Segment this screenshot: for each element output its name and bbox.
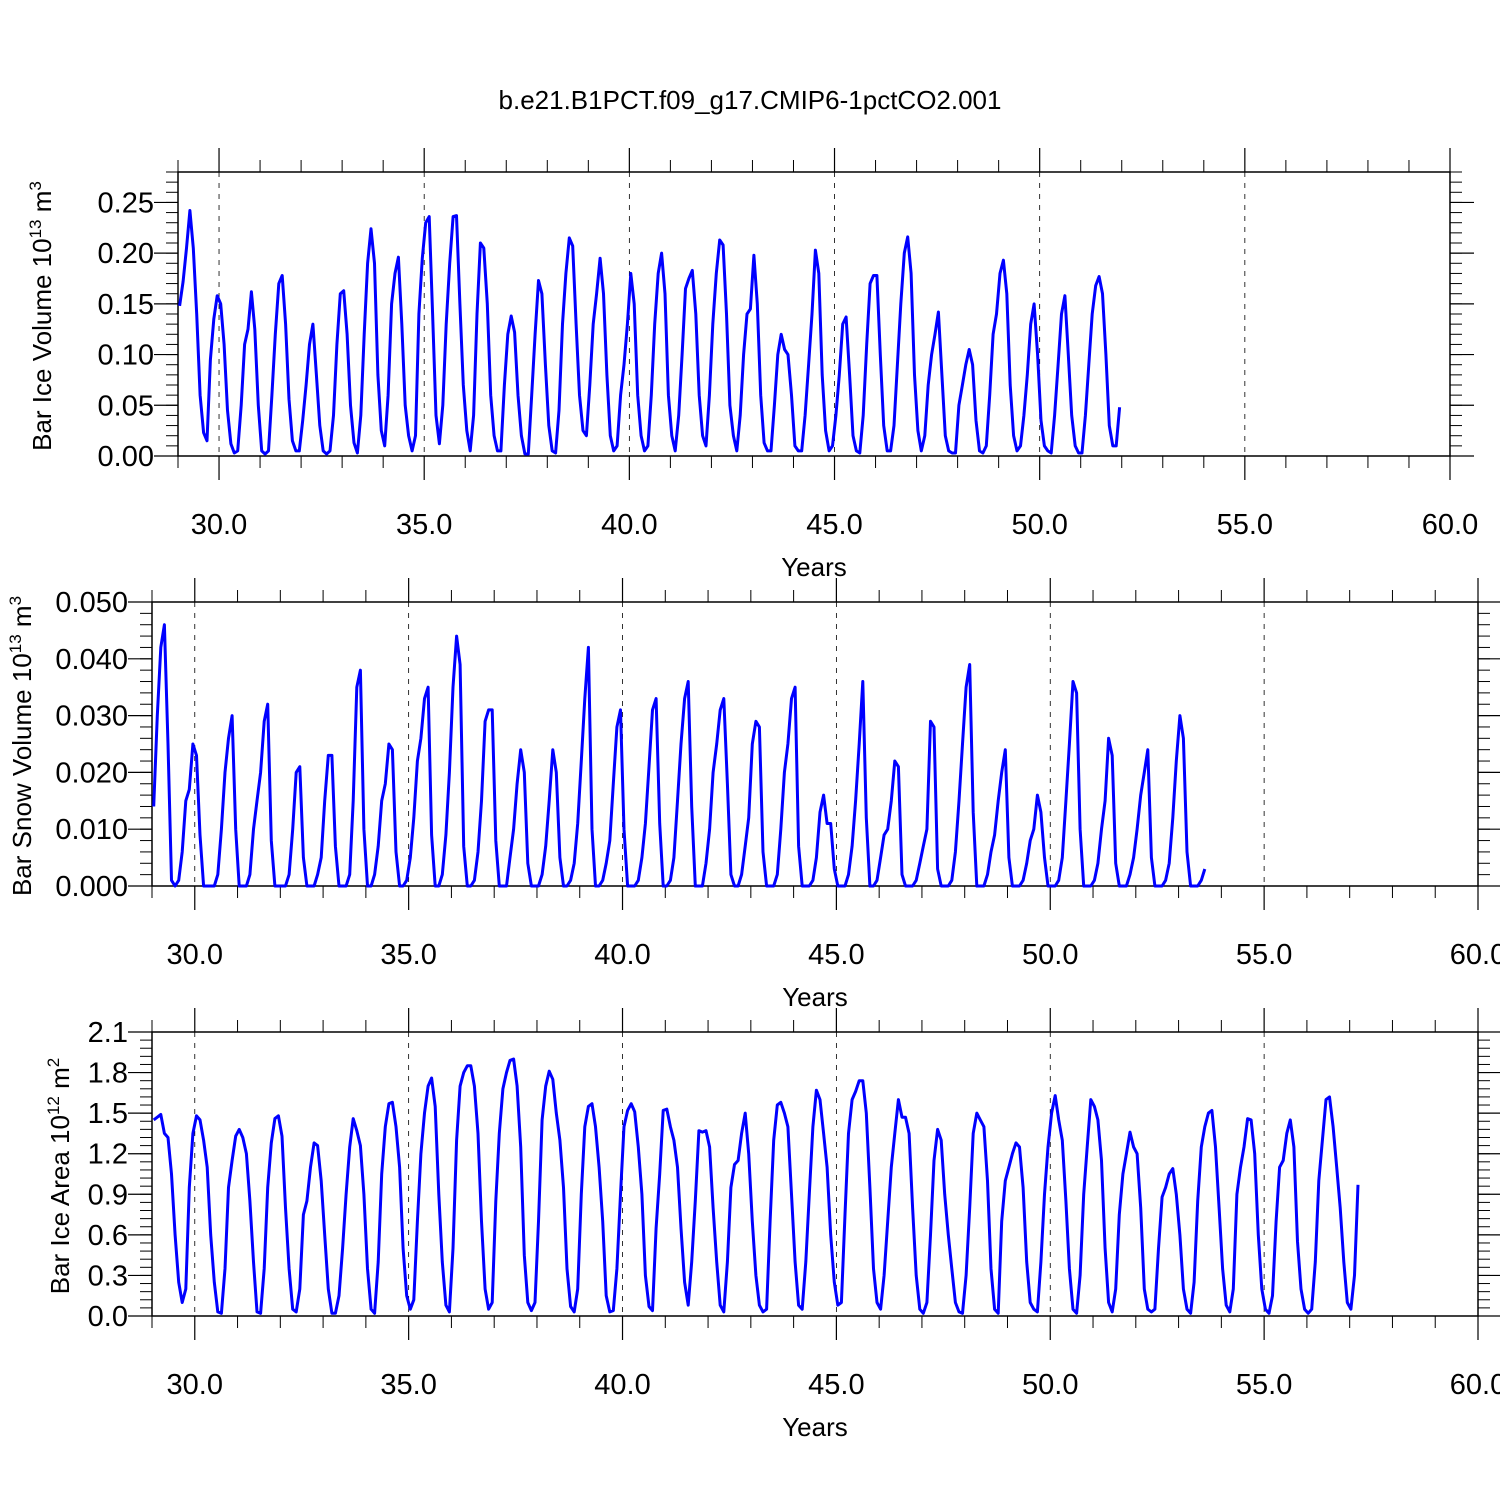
y-tick-label: 0.10 (98, 340, 154, 372)
x-tick-label: 55.0 (1236, 939, 1292, 971)
x-tick-label: 40.0 (594, 939, 650, 971)
y-tick-label: 0.15 (98, 289, 154, 321)
plot-frame (177, 171, 1451, 457)
y-tick-label: 0.3 (88, 1260, 128, 1292)
y-tick-label: 0.000 (55, 871, 128, 903)
x-tick-label: 30.0 (167, 939, 223, 971)
y-axis-title: Bar Ice Volume 1013 m3 (26, 181, 57, 451)
plot-frame (151, 1031, 1479, 1317)
x-axis-title: Years (782, 982, 848, 1012)
x-tick-label: 45.0 (808, 1369, 864, 1401)
x-tick-label: 60.0 (1422, 509, 1478, 541)
y-tick-label: 0.050 (55, 587, 128, 619)
y-tick-label: 0.0 (88, 1301, 128, 1333)
x-tick-label: 55.0 (1217, 509, 1273, 541)
x-axis-title: Years (782, 1412, 848, 1442)
y-tick-label: 0.010 (55, 814, 128, 846)
x-tick-label: 30.0 (167, 1369, 223, 1401)
y-axis-title: Bar Ice Area 1012 m2 (44, 1058, 75, 1295)
x-tick-label: 30.0 (191, 509, 247, 541)
y-tick-label: 0.25 (98, 187, 154, 219)
y-axis-title: Bar Snow Volume 1013 m3 (6, 596, 37, 896)
snow-volume-panel: 30.0 35.0 40.0 45.0 50.0 55.0 60.0 0.000 0.010 0.… (6, 578, 1500, 1012)
y-tick-label: 0.020 (55, 757, 128, 789)
x-tick-label: 45.0 (806, 509, 862, 541)
y-tick-label: 2.1 (88, 1017, 128, 1049)
x-tick-label: 55.0 (1236, 1369, 1292, 1401)
y-tick-label: 0.040 (55, 644, 128, 676)
x-tick-label: 40.0 (601, 509, 657, 541)
x-tick-label: 35.0 (396, 509, 452, 541)
x-tick-label: 45.0 (808, 939, 864, 971)
x-tick-label: 60.0 (1450, 939, 1500, 971)
plot-frame (151, 601, 1479, 887)
figure-title: b.e21.B1PCT.f09_g17.CMIP6-1pctCO2.001 (499, 85, 1002, 115)
series-line-1 (152, 623, 1207, 888)
y-tick-label: 0.20 (98, 238, 154, 270)
y-tick-label: 1.2 (88, 1139, 128, 1171)
x-tick-label: 40.0 (594, 1369, 650, 1401)
ice-area-panel: 30.0 35.0 40.0 45.0 50.0 55.0 60.0 0.0 0.3 0.6 0.9… (44, 1008, 1500, 1442)
y-tick-label: 1.5 (88, 1098, 128, 1130)
x-tick-label: 50.0 (1022, 1369, 1078, 1401)
series-line-2 (152, 1057, 1360, 1315)
y-tick-label: 1.8 (88, 1058, 128, 1090)
x-axis-title: Years (781, 552, 847, 582)
series-line-0 (178, 209, 1122, 456)
x-tick-label: 60.0 (1450, 1369, 1500, 1401)
y-tick-label: 0.9 (88, 1179, 128, 1211)
y-tick-label: 0.030 (55, 701, 128, 733)
x-tick-label: 35.0 (380, 939, 436, 971)
x-tick-label: 50.0 (1022, 939, 1078, 971)
x-tick-label: 50.0 (1011, 509, 1067, 541)
x-tick-label: 35.0 (380, 1369, 436, 1401)
y-tick-label: 0.05 (98, 390, 154, 422)
y-tick-label: 0.6 (88, 1220, 128, 1252)
y-tick-label: 0.00 (98, 441, 154, 473)
ice-volume-panel: 30.0 35.0 40.0 45.0 50.0 55.0 60.0 0.00 0.05 0.10… (26, 148, 1478, 582)
